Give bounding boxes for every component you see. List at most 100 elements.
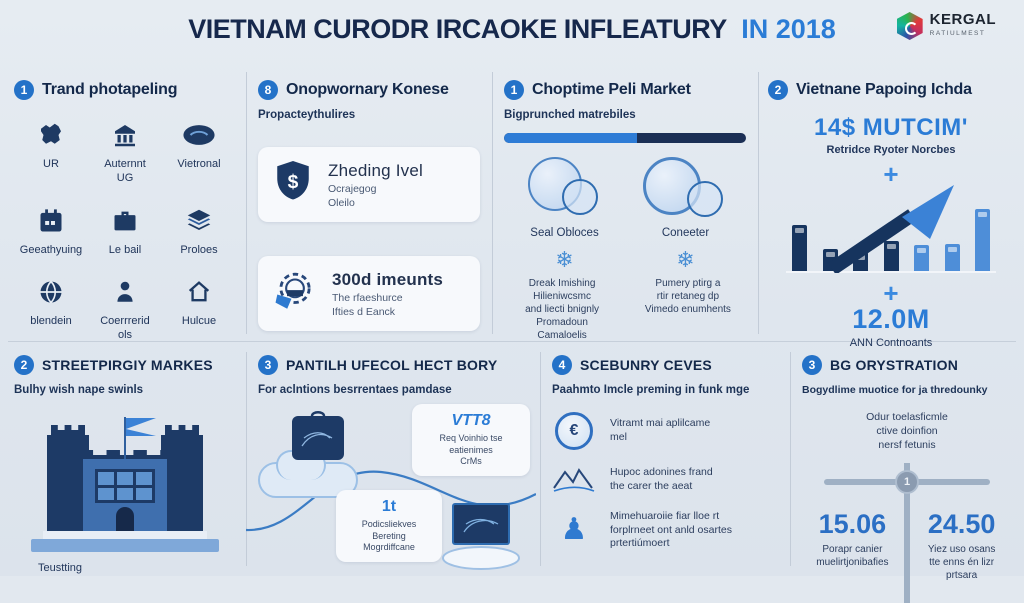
service-row: Hupoc adonines frand the carer the aeat: [552, 466, 780, 494]
oval-badge-icon: [162, 118, 236, 152]
section-title: Onopwornary Konese: [286, 81, 449, 98]
bag-icon: [284, 408, 352, 471]
castle-tower: [47, 435, 89, 531]
grid-item: Hulcue: [162, 275, 236, 343]
page-title: VIETNAM CURODR IRCAOKE INFLEATURY IN 201…: [0, 14, 1024, 45]
card-line: Ocrajegog: [328, 182, 377, 195]
snowflake-icon: ❄: [555, 247, 574, 272]
bar: [883, 240, 899, 271]
mountains-icon: [552, 466, 596, 494]
section-title: PANTILH UFECOL HECT BORY: [286, 357, 498, 373]
section-badge: 1: [504, 80, 524, 100]
laptop-whale-icon: [434, 500, 526, 575]
grid-item-label: Auternnt UG: [104, 158, 146, 184]
section-badge: 1: [14, 80, 34, 100]
service-text: Hupoc adonines frand the carer the aeat: [610, 466, 713, 492]
stat-caption: ANN Contnoants: [849, 336, 933, 349]
grid-item: Coerrrerid ols: [88, 275, 162, 343]
grid-item-label: Le bail: [108, 243, 142, 256]
section-title: Choptime Peli Market: [532, 81, 691, 98]
grid-item-label: UR: [43, 158, 59, 170]
divider: [492, 72, 493, 334]
grid-item: Geeathyuing: [14, 204, 88, 258]
card-title: VTT8: [451, 412, 491, 429]
section-subtitle: For aclntions besrrentaes pamdase: [258, 384, 452, 396]
hexagon-logo-icon: [896, 12, 923, 40]
snowflake-icon: ❄: [676, 247, 695, 272]
stat-block: 15.06 Porapr canier muelirtjonibafies: [802, 509, 903, 582]
section-market: 1 Choptime Peli Market Bigprunched matre…: [504, 80, 746, 342]
section-badge: 2: [768, 80, 788, 100]
divider: [540, 352, 541, 566]
service-row: ♟ Mimehuaroiie fiar lloe rt forplrneet o…: [552, 510, 780, 551]
section-subtitle: Bulhy wish nape swinls: [14, 384, 144, 396]
bar: [944, 243, 960, 271]
section-subtitle: Bogydlime muotice for ja thredounky: [802, 384, 988, 396]
card-title: 300d imeunts: [332, 269, 444, 289]
info-card: $ Zheding Ivel Ocrajegog Oleilo: [258, 147, 480, 222]
grid-item-label: Coerrrerid ols: [100, 315, 150, 341]
vtt8-card: VTT8 Req Voinhio tse eatienimes CrMs: [412, 404, 530, 477]
logo-name: KERGAL: [929, 11, 996, 28]
section-collect: 3 PANTILH UFECOL HECT BORY For aclntions…: [246, 355, 536, 575]
grid-item-label: Geeathyuing: [19, 243, 83, 256]
section-badge: 2: [14, 355, 34, 375]
grid-item-label: blendein: [30, 315, 72, 328]
grid-item-label: Proloes: [180, 243, 218, 256]
euro-coin-icon: €: [555, 412, 593, 450]
section-title: SCEBUNRY CEVES: [580, 357, 712, 373]
section-badge: 3: [802, 355, 822, 375]
bubble-label: Coneeter: [661, 227, 710, 239]
divider: [246, 72, 247, 334]
stat-value: 15.06: [818, 508, 887, 539]
card-line: Ifties d Eanck: [332, 305, 396, 318]
bubble-icon: [561, 179, 598, 215]
note-text: Dreak Imishing Hilieniwcsmc and liecti b…: [525, 278, 600, 341]
map-icon: [14, 118, 88, 152]
house-icon: [162, 275, 236, 309]
section-badge: 4: [552, 355, 572, 375]
section-orchestration: 3 BG ORYSTRATION Bogydlime muotice for j…: [802, 355, 1012, 603]
section-subtitle: Paahmto Imcle preming in funk mge: [552, 384, 750, 396]
section-markets: 2 STREETPIRGIY MARKES Bulhy wish nape sw…: [14, 355, 236, 574]
grid-item: blendein: [14, 275, 88, 343]
card-title: Zheding Ivel: [328, 160, 424, 180]
section-services: 4 SCEBUNRY CEVES Paahmto Imcle preming i…: [552, 355, 780, 551]
section-subtitle: Propacteythulires: [258, 109, 356, 121]
bubble-group: Seal Obloces: [522, 157, 608, 239]
bar-chart: [786, 184, 996, 273]
castle-keep: [83, 459, 167, 531]
icon-grid: UR Auternnt UG Vietronal Geeathyuing Le …: [14, 118, 236, 343]
progress-bar-fill: [504, 133, 638, 143]
section-title: STREETPIRGIY MARKES: [42, 357, 213, 373]
grid-item-label: Vietronal: [177, 158, 221, 170]
section-title: BG ORYSTRATION: [830, 357, 959, 373]
stat-caption: Porapr canier muelirtjonibafies: [816, 543, 889, 568]
card-body: Req Voinhio tse eatienimes CrMs: [439, 433, 503, 467]
bubble-icon: [527, 157, 582, 211]
service-text: Mimehuaroiie fiar lloe rt forplrneet ont…: [610, 510, 732, 550]
grid-item: Vietronal: [162, 118, 236, 186]
layers-icon: [162, 204, 236, 238]
card-title: 1t: [381, 498, 397, 515]
service-text: Vitramt mai aplilcame mel: [610, 417, 711, 443]
logo-subtitle: RATIULMEST: [929, 30, 986, 37]
note-text: Odur toelasficmle ctive doinfion nersf f…: [866, 411, 948, 452]
bubble-icon: [686, 181, 723, 217]
section-title: Vietnane Papoing Ichda: [796, 81, 972, 98]
mid-card: 1t Podicsliekves Bereting Mogrdiffcane: [336, 490, 442, 563]
bank-building-icon: [88, 118, 162, 152]
gear-globe-icon: [272, 268, 318, 319]
service-row: € Vitramt mai aplilcame mel: [552, 412, 780, 450]
stat-value: 24.50: [927, 508, 996, 539]
bubble-group: Coneeter: [642, 157, 729, 239]
bubble-label: Seal Obloces: [530, 227, 599, 239]
section-growth: 2 Vietnane Papoing Ichda 14$ MUTCIM' Ret…: [768, 80, 1014, 349]
stat-value: 14$ MUTCIM': [814, 114, 968, 141]
grid-item: Le bail: [88, 204, 162, 258]
globe-icon: [14, 275, 88, 309]
person-icon: [88, 275, 162, 309]
stat-caption: Yiez uso osans tte enns én lizr prtsara: [927, 543, 996, 581]
calendar-icon: [14, 204, 88, 238]
section-subtitle: Bigprunched matrebiles: [504, 109, 636, 121]
